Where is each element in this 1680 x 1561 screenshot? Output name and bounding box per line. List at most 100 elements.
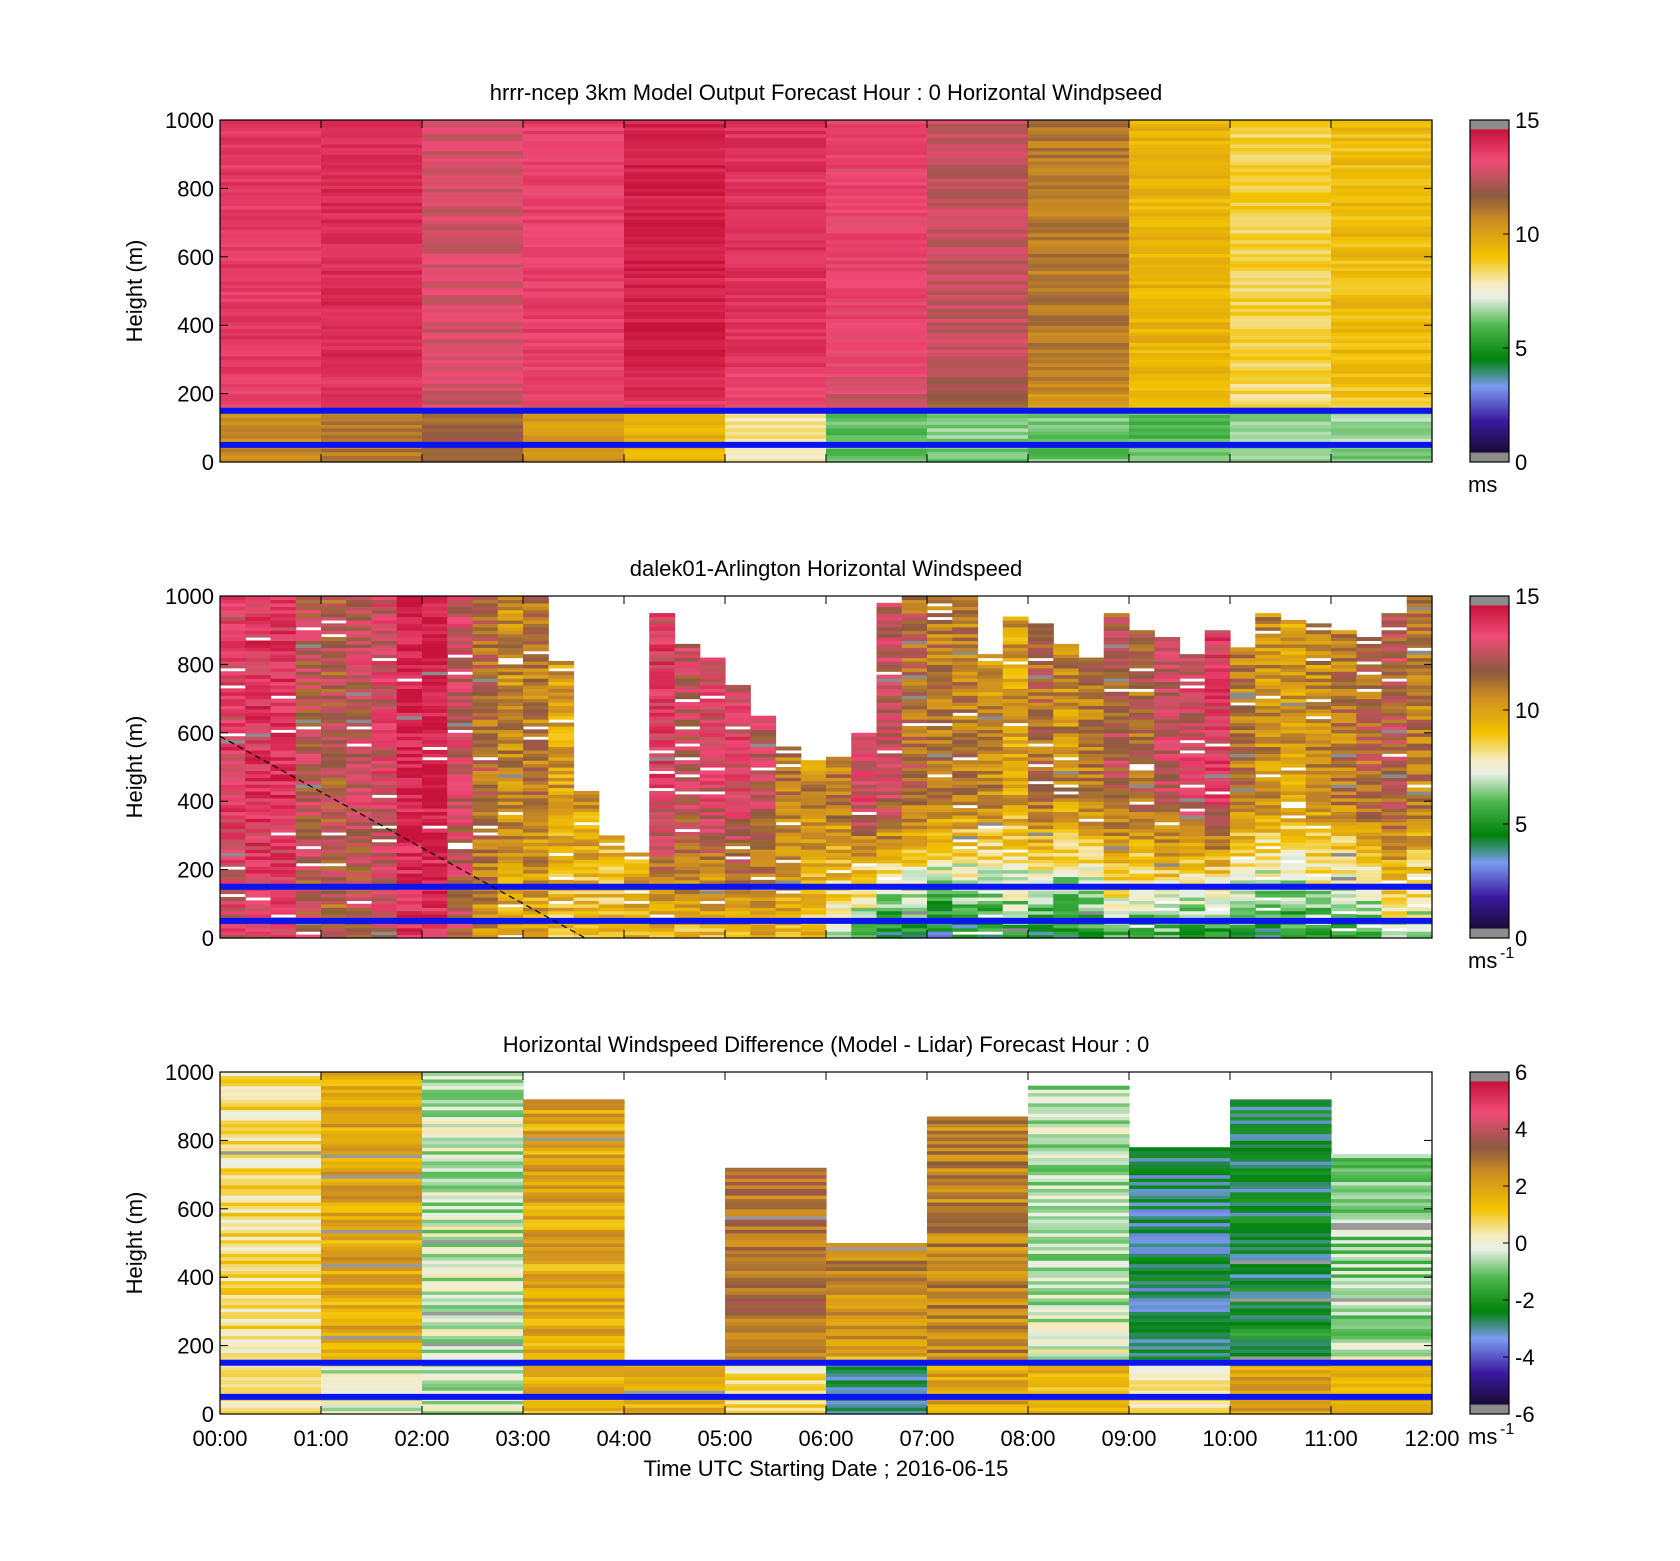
heatmap-cell (1331, 811, 1357, 816)
heatmap-cell (952, 616, 979, 621)
heatmap-cell (927, 688, 953, 693)
heatmap-cell (447, 619, 474, 624)
heatmap-cell (1230, 308, 1332, 313)
heatmap-cell (1028, 821, 1054, 826)
heatmap-cell (523, 246, 625, 251)
heatmap-cell (624, 161, 726, 166)
heatmap-cell (396, 907, 423, 912)
heatmap-cell (1053, 674, 1080, 679)
heatmap-cell (952, 599, 979, 604)
heatmap-cell (1028, 150, 1130, 155)
heatmap-cell (472, 797, 499, 802)
heatmap-cell (725, 236, 827, 241)
heatmap-cell (624, 907, 650, 912)
heatmap-cell (1078, 725, 1105, 730)
heatmap-cell (523, 739, 549, 744)
heatmap-cell (952, 647, 979, 652)
heatmap-cell (826, 157, 928, 162)
heatmap-cell (1002, 852, 1029, 857)
heatmap-cell (851, 818, 878, 823)
heatmap-cell (1230, 828, 1256, 833)
heatmap-cell (876, 927, 903, 932)
heatmap-cell (649, 640, 676, 645)
heatmap-cell (725, 753, 751, 758)
heatmap-cell (699, 855, 726, 860)
heatmap-cell (321, 893, 347, 898)
heatmap-cell (1103, 924, 1130, 929)
heatmap-cell (977, 873, 1004, 878)
heatmap-cell (447, 736, 474, 741)
heatmap-cell (295, 852, 322, 857)
heatmap-cell (548, 756, 575, 761)
heatmap-cell (674, 664, 701, 669)
heatmap-cell (725, 859, 751, 864)
heatmap-cell (245, 914, 272, 919)
heatmap-cell (472, 749, 499, 754)
heatmap-cell (1129, 705, 1155, 710)
heatmap-cell (927, 756, 953, 761)
heatmap-cell (447, 650, 474, 655)
heatmap-cell (725, 314, 827, 319)
heatmap-cell (295, 818, 322, 823)
heatmap-cell (220, 434, 322, 439)
heatmap-cell (245, 681, 272, 686)
heatmap-cell (901, 767, 928, 772)
heatmap-cell (800, 797, 827, 802)
heatmap-cell (901, 753, 928, 758)
heatmap-cell (497, 671, 524, 676)
heatmap-cell (497, 866, 524, 871)
heatmap-cell (573, 873, 600, 878)
heatmap-cell (523, 900, 549, 905)
heatmap-cell (952, 855, 979, 860)
heatmap-cell (927, 845, 953, 850)
heatmap-cell (1204, 811, 1231, 816)
heatmap-cell (321, 859, 347, 864)
heatmap-cell (1356, 838, 1383, 843)
heatmap-cell (674, 852, 701, 857)
heatmap-cell (624, 342, 726, 347)
heatmap-cell (371, 654, 398, 659)
heatmap-cell (800, 773, 827, 778)
heatmap-cell (422, 205, 524, 210)
heatmap-cell (624, 147, 726, 152)
heatmap-cell (876, 825, 903, 830)
heatmap-cell (674, 927, 701, 932)
heatmap-cell (321, 321, 423, 326)
heatmap-cell (245, 746, 272, 751)
heatmap-cell (1230, 790, 1256, 795)
heatmap-cell (371, 749, 398, 754)
heatmap-cell (750, 859, 777, 864)
heatmap-cell (472, 719, 499, 724)
heatmap-cell (270, 934, 297, 939)
heatmap-cell (1356, 729, 1383, 734)
heatmap-cell (1002, 749, 1029, 754)
heatmap-cell (876, 702, 903, 707)
heatmap-cell (220, 297, 322, 302)
heatmap-cell (901, 866, 928, 871)
heatmap-cell (725, 794, 751, 799)
heatmap-cell (245, 756, 272, 761)
heatmap-cell (876, 797, 903, 802)
heatmap-cell (1331, 890, 1357, 895)
heatmap-cell (901, 873, 928, 878)
heatmap-cell (295, 609, 322, 614)
heatmap-cell (1331, 256, 1433, 261)
heatmap-cell (422, 280, 524, 285)
heatmap-cell (321, 253, 423, 258)
heatmap-cell (321, 260, 423, 265)
heatmap-cell (270, 599, 297, 604)
heatmap-cell (1305, 845, 1332, 850)
heatmap-cell (750, 773, 777, 778)
heatmap-cell (1078, 732, 1105, 737)
heatmap-cell (396, 866, 423, 871)
heatmap-cell (1129, 914, 1155, 919)
heatmap-cell (876, 736, 903, 741)
heatmap-cell (1002, 650, 1029, 655)
heatmap-cell (725, 767, 751, 772)
heatmap-cell (422, 431, 524, 436)
heatmap-cell (220, 208, 322, 213)
heatmap-cell (1103, 931, 1130, 936)
heatmap-cell (1028, 623, 1054, 628)
heatmap-cell (295, 763, 322, 768)
heatmap-cell (346, 660, 373, 665)
